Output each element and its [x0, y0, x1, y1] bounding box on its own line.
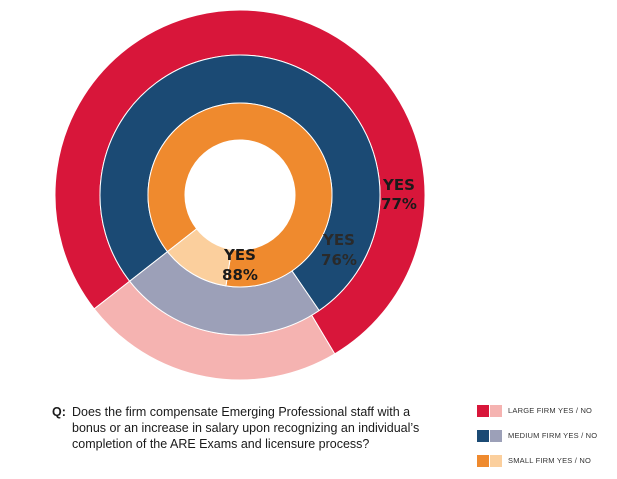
medium-firm-yes-title: YES: [322, 231, 355, 249]
small-firm-yes-value: 88%: [222, 266, 258, 284]
medium-firm-yes-label: YES 76%: [321, 231, 357, 269]
legend-swatch-large-no: [490, 404, 502, 417]
donut-chart: YES 77% YES 76% YES 88%: [54, 9, 426, 381]
large-firm-yes-title: YES: [382, 176, 415, 194]
inner-ring-yes-slice: [147, 102, 333, 288]
medium-firm-yes-value: 76%: [321, 251, 357, 269]
small-firm-yes-title: YES: [223, 246, 256, 264]
legend-item-small-firm: SMALL FIRM YES / NO: [477, 454, 617, 467]
question-prefix: Q:: [52, 405, 66, 419]
survey-question: Q: Does the firm compensate Emerging Pro…: [52, 404, 447, 452]
small-firm-yes-label: YES 88%: [222, 246, 258, 284]
legend-item-large-firm: LARGE FIRM YES / NO: [477, 404, 617, 417]
donut-rings: [54, 9, 426, 381]
legend-swatch-small-yes: [477, 454, 489, 467]
legend-label-large-firm: LARGE FIRM YES / NO: [508, 406, 593, 415]
legend-label-small-firm: SMALL FIRM YES / NO: [508, 456, 591, 465]
question-text: Does the firm compensate Emerging Profes…: [72, 405, 420, 451]
legend-swatch-small-no: [490, 454, 502, 467]
large-firm-yes-label: YES 77%: [381, 176, 417, 213]
legend-swatch-medium-no: [490, 429, 502, 442]
chart-legend: LARGE FIRM YES / NO MEDIUM FIRM YES / NO…: [477, 404, 617, 479]
legend-item-medium-firm: MEDIUM FIRM YES / NO: [477, 429, 617, 442]
inner-ring-no-slice: [166, 228, 233, 287]
legend-swatch-medium-yes: [477, 429, 489, 442]
large-firm-yes-value: 77%: [381, 195, 417, 213]
legend-swatch-large-yes: [477, 404, 489, 417]
legend-label-medium-firm: MEDIUM FIRM YES / NO: [508, 431, 598, 440]
